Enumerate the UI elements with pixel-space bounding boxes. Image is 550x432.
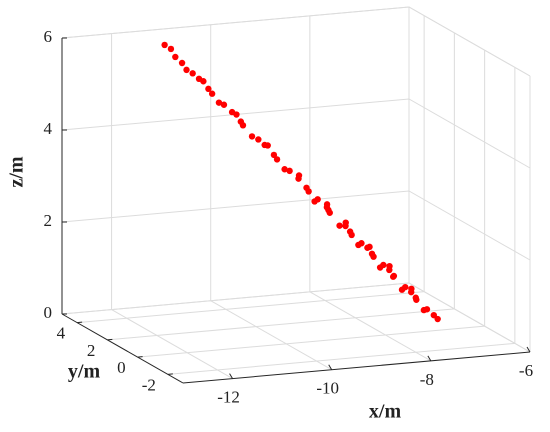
x-tick-label: -12 — [217, 387, 240, 406]
point — [239, 122, 247, 129]
z-tick-label: 4 — [44, 119, 53, 138]
point — [336, 222, 343, 229]
grid-line — [61, 190, 531, 261]
z-tick-label: 6 — [44, 27, 53, 46]
point — [305, 188, 312, 195]
point — [380, 261, 387, 269]
y-tick — [107, 338, 113, 341]
x-axis — [182, 351, 531, 384]
y-tick — [167, 373, 173, 375]
grid-line — [210, 24, 332, 371]
point — [281, 166, 288, 173]
grid-line — [137, 50, 486, 358]
point — [314, 196, 321, 203]
y-tick — [137, 356, 143, 358]
point — [286, 167, 293, 175]
y-tick-label: -2 — [142, 375, 156, 394]
point — [208, 90, 216, 97]
x-tick — [328, 364, 333, 370]
point — [370, 253, 377, 260]
x-tick-label: -10 — [316, 379, 339, 398]
y-tick — [77, 321, 83, 324]
point — [386, 262, 393, 270]
point — [167, 45, 175, 53]
x-tick — [427, 355, 432, 362]
point — [200, 78, 207, 85]
point — [323, 201, 331, 208]
grid-line — [77, 15, 425, 324]
z-axis-title: z/m — [6, 156, 28, 187]
point — [434, 315, 441, 323]
grid-line — [309, 15, 432, 362]
point — [248, 133, 256, 140]
point — [408, 285, 415, 292]
point — [326, 209, 333, 216]
point — [172, 53, 179, 61]
grid-line — [61, 6, 531, 77]
point — [358, 240, 365, 247]
point — [402, 283, 409, 291]
x-tick-label: -8 — [420, 370, 434, 389]
point — [389, 273, 397, 280]
point — [189, 70, 196, 77]
point — [348, 231, 355, 239]
point — [178, 59, 186, 67]
x-tick-label: -6 — [519, 361, 533, 380]
x-tick — [526, 346, 531, 353]
y-tick-label: 2 — [87, 341, 96, 360]
point — [342, 219, 349, 226]
point — [220, 101, 228, 108]
point — [233, 111, 240, 118]
point — [205, 85, 212, 93]
x-tick — [229, 373, 234, 379]
point — [215, 99, 223, 106]
z-tick-label: 0 — [44, 303, 53, 322]
point — [413, 296, 420, 303]
point — [264, 142, 271, 149]
z-tick-label: 2 — [44, 211, 53, 230]
point — [255, 136, 262, 143]
point — [423, 306, 431, 313]
grid-line — [408, 7, 531, 353]
grid-line — [107, 32, 455, 341]
y-tick-label: 0 — [117, 358, 126, 377]
x-axis-title: x/m — [369, 401, 402, 423]
y-tick-label: 4 — [57, 324, 66, 343]
grid-line — [61, 98, 531, 169]
point — [295, 172, 303, 179]
point — [183, 66, 190, 74]
grid-line — [111, 33, 233, 380]
grid-line — [167, 67, 516, 375]
y-axis-title: y/m — [68, 361, 101, 383]
point — [366, 243, 373, 251]
point — [161, 41, 168, 49]
point — [273, 156, 281, 163]
point — [270, 151, 278, 159]
y-axis — [61, 313, 184, 384]
